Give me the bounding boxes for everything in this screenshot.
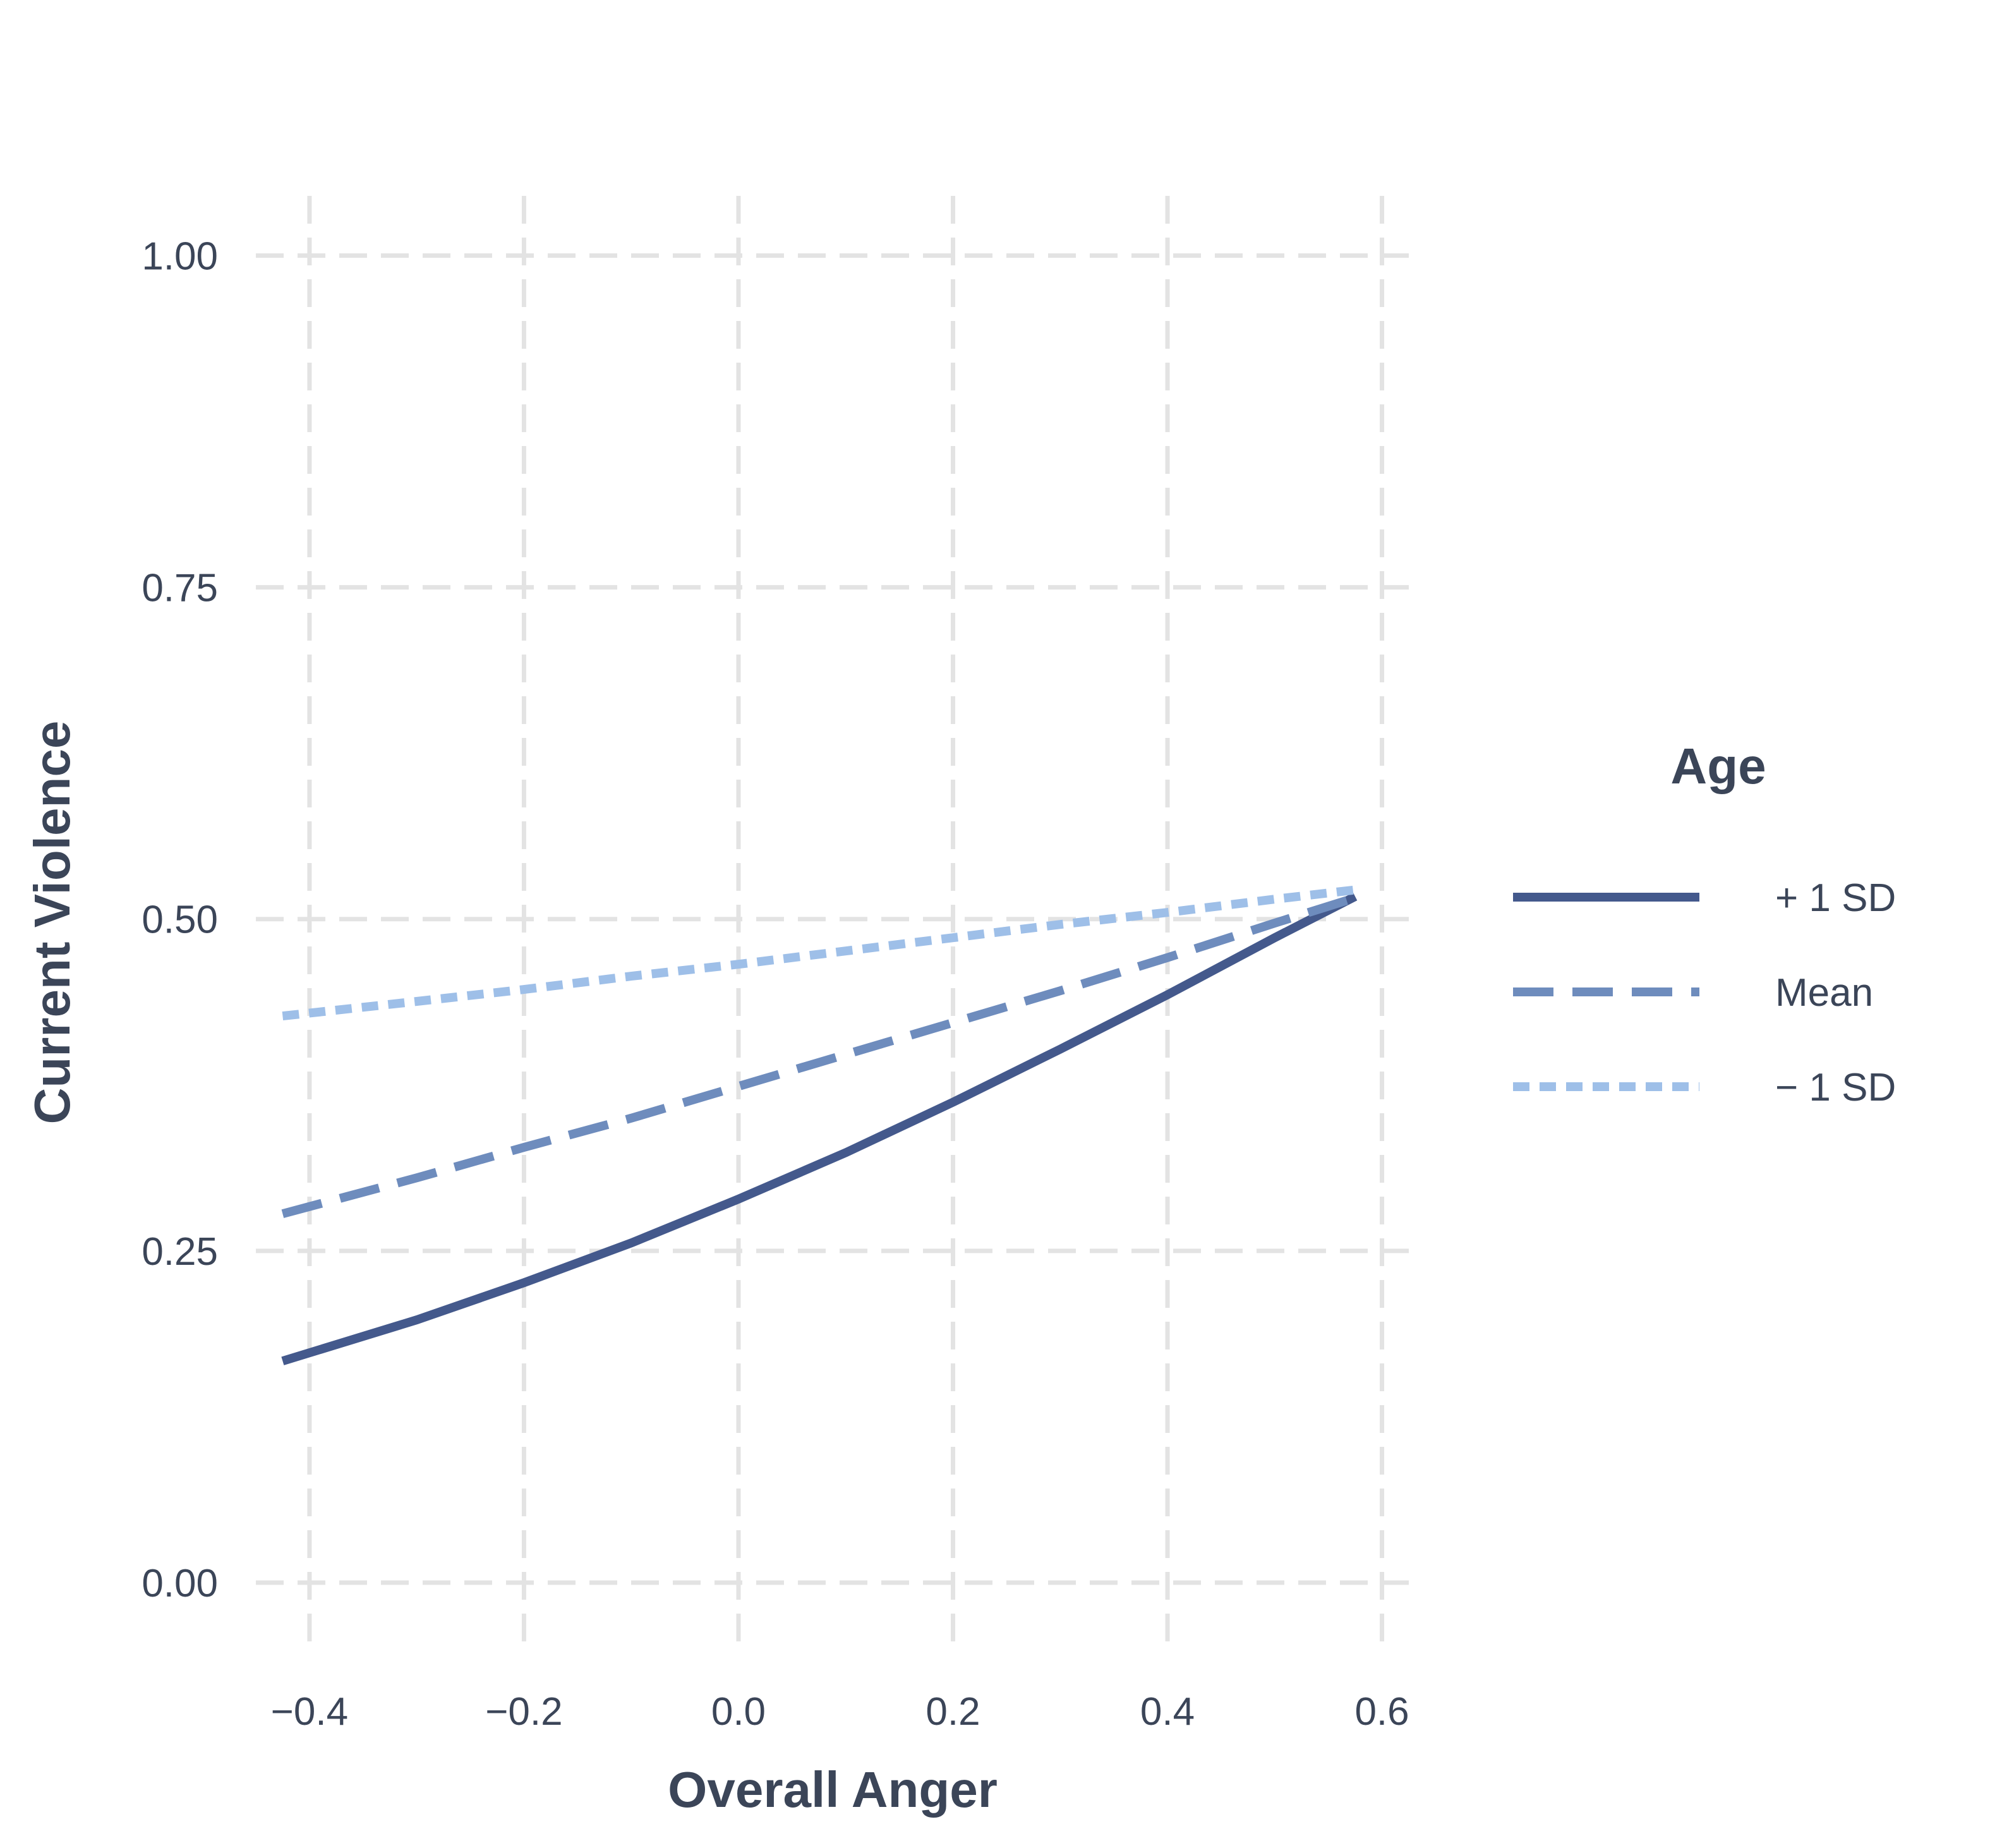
x-tick-label: 0.4 bbox=[1140, 1690, 1195, 1734]
grid bbox=[256, 196, 1409, 1649]
y-tick-label: 0.75 bbox=[142, 567, 218, 610]
y-axis-ticks: 0.00 0.25 0.50 0.75 1.00 bbox=[142, 235, 218, 1605]
plot-lines bbox=[281, 885, 1358, 1365]
series-line bbox=[282, 885, 1356, 1021]
legend-items: + 1 SD Mean − 1 SD bbox=[1513, 876, 1896, 1109]
series-line bbox=[281, 892, 1358, 1365]
y-tick-label: 0.00 bbox=[142, 1562, 218, 1605]
y-tick-label: 0.25 bbox=[142, 1230, 218, 1274]
x-tick-label: −0.4 bbox=[271, 1690, 348, 1734]
legend-label: − 1 SD bbox=[1775, 1066, 1896, 1109]
x-axis-title: Overall Anger bbox=[668, 1761, 998, 1818]
x-axis-ticks: −0.4 −0.2 0.0 0.2 0.4 0.6 bbox=[271, 1690, 1409, 1734]
y-tick-label: 0.50 bbox=[142, 898, 218, 942]
y-axis-title: Current Violence bbox=[24, 721, 80, 1125]
series-line bbox=[281, 893, 1357, 1218]
legend: Age + 1 SD Mean − 1 SD bbox=[1513, 738, 1896, 1109]
x-tick-label: 0.2 bbox=[926, 1690, 980, 1734]
legend-label: + 1 SD bbox=[1775, 876, 1896, 920]
legend-title: Age bbox=[1670, 738, 1766, 794]
x-tick-label: −0.2 bbox=[485, 1690, 562, 1734]
legend-label: Mean bbox=[1775, 971, 1873, 1015]
x-tick-label: 0.6 bbox=[1354, 1690, 1409, 1734]
x-tick-label: 0.0 bbox=[711, 1690, 766, 1734]
y-tick-label: 1.00 bbox=[142, 235, 218, 279]
